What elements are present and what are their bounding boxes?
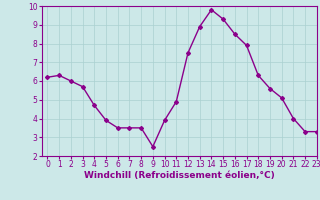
X-axis label: Windchill (Refroidissement éolien,°C): Windchill (Refroidissement éolien,°C) [84,171,275,180]
